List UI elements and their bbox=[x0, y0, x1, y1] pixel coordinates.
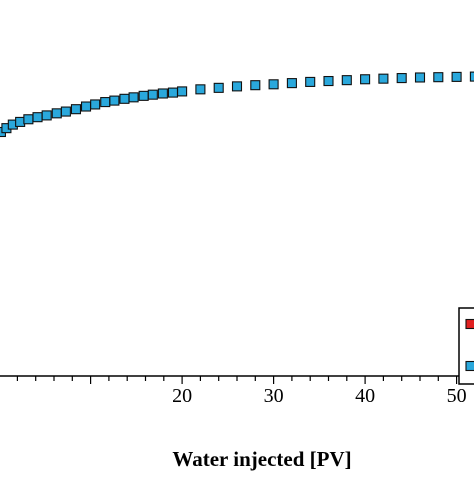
data-point bbox=[177, 86, 188, 97]
legend bbox=[458, 307, 474, 385]
data-point bbox=[15, 116, 26, 127]
data-point bbox=[231, 81, 243, 92]
data-point bbox=[51, 108, 62, 119]
legend-marker bbox=[465, 318, 474, 330]
x-tick-label: 20 bbox=[172, 385, 192, 407]
data-point bbox=[341, 75, 352, 86]
x-axis-title: Water injected [PV] bbox=[172, 447, 351, 471]
data-point bbox=[90, 99, 101, 110]
data-point bbox=[128, 92, 139, 103]
data-point bbox=[80, 101, 92, 112]
x-tick-label: 40 bbox=[355, 385, 375, 407]
data-point bbox=[147, 89, 158, 100]
x-tick-label: 50 bbox=[447, 385, 467, 407]
data-point bbox=[451, 71, 462, 82]
data-point bbox=[60, 106, 71, 117]
data-point bbox=[305, 76, 316, 87]
legend-marker bbox=[465, 360, 474, 372]
data-point bbox=[157, 88, 168, 99]
data-point bbox=[286, 78, 297, 89]
data-point bbox=[378, 73, 389, 84]
data-point bbox=[32, 112, 43, 123]
data-point bbox=[360, 74, 371, 85]
data-point bbox=[433, 72, 444, 83]
data-point bbox=[41, 110, 52, 121]
data-point bbox=[138, 90, 149, 101]
data-point bbox=[414, 72, 426, 83]
x-ticks bbox=[16, 376, 458, 384]
data-point bbox=[323, 75, 334, 87]
x-tick-labels: 2030405060 bbox=[172, 385, 467, 407]
data-point bbox=[250, 80, 261, 91]
data-point bbox=[167, 87, 178, 98]
data-point bbox=[100, 97, 111, 108]
data-point bbox=[396, 73, 407, 84]
data-point bbox=[469, 71, 474, 82]
data-point bbox=[109, 95, 120, 106]
data-point bbox=[70, 104, 82, 115]
data-point bbox=[119, 93, 130, 104]
data-point bbox=[268, 79, 279, 90]
series-points bbox=[0, 71, 474, 138]
data-point bbox=[213, 82, 224, 93]
data-point bbox=[195, 84, 206, 95]
x-tick-label: 30 bbox=[264, 385, 284, 407]
data-point bbox=[23, 114, 34, 125]
